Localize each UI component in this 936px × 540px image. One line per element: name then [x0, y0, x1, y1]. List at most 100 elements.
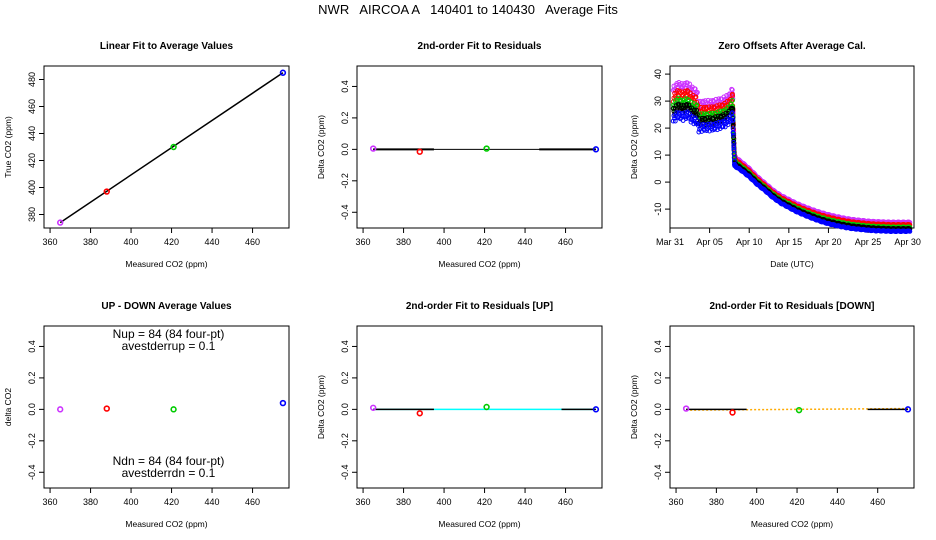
x-tick-label: 360 — [356, 497, 371, 507]
data-point — [907, 228, 913, 234]
plot-frame — [669, 325, 915, 489]
data-point — [730, 118, 736, 123]
y-tick-label: 0.2 — [340, 112, 350, 125]
panel-p3: Zero Offsets After Average Cal. Mar 31 Apr… — [629, 41, 921, 269]
data-point — [103, 405, 110, 412]
y-tick-label: -0.4 — [340, 465, 350, 481]
y-axis-label: delta CO2 — [3, 388, 13, 427]
x-tick-label: 420 — [164, 497, 179, 507]
panel-p2: 2nd-order Fit to Residuals 360 380 400 420 44… — [316, 41, 603, 269]
data-point — [716, 96, 722, 102]
x-tick-label: 460 — [870, 497, 885, 507]
plot-frame — [669, 65, 915, 229]
x-tick-label: 420 — [477, 497, 492, 507]
data-point — [369, 404, 377, 411]
annotation-nup: Nup = 84 (84 four-pt) — [113, 327, 225, 341]
data-point — [730, 133, 736, 138]
y-tick-label: 40 — [653, 69, 663, 79]
y-axis-label: Delta CO2 (ppm) — [629, 375, 639, 439]
y-tick-label: -0.2 — [653, 433, 663, 449]
y-tick-label: 0.4 — [27, 340, 37, 353]
data-point — [592, 406, 600, 413]
y-tick-label: 460 — [27, 99, 37, 114]
figure-title: NWR AIRCOA A 140401 to 140430 Average Fi… — [318, 2, 618, 17]
data-point — [700, 121, 706, 127]
data-point — [729, 86, 735, 92]
plot-frame — [43, 325, 290, 489]
x-tick-label: 440 — [205, 237, 220, 247]
x-tick-label: 440 — [830, 497, 845, 507]
x-tick-label: 460 — [558, 497, 573, 507]
y-tick-label: 0.0 — [27, 403, 37, 416]
data-point — [707, 115, 713, 121]
y-tick-label: 0.4 — [340, 80, 350, 93]
data-point — [416, 148, 423, 155]
data-point — [682, 88, 688, 94]
data-point — [730, 97, 735, 103]
data-point — [677, 110, 682, 116]
data-point — [715, 113, 721, 119]
x-axis-label: Measured CO2 (ppm) — [125, 519, 207, 529]
data-point — [683, 102, 689, 108]
data-point — [170, 143, 177, 151]
data-point — [681, 102, 687, 108]
data-point — [683, 116, 689, 121]
x-tick-label: 360 — [43, 497, 58, 507]
y-axis-label: Delta CO2 (ppm) — [316, 375, 326, 439]
data-point — [684, 102, 690, 107]
data-point — [717, 102, 722, 108]
y-tick-label: 400 — [27, 180, 37, 195]
data-point — [693, 103, 699, 109]
x-tick-label: 380 — [396, 237, 411, 247]
data-point — [592, 146, 600, 153]
x-tick-label: 420 — [790, 497, 805, 507]
x-tick-label: 460 — [245, 497, 260, 507]
x-tick-label: 460 — [558, 237, 573, 247]
data-point — [729, 110, 735, 116]
x-tick-label: Apr 30 — [894, 237, 921, 247]
y-tick-label: 30 — [653, 96, 663, 106]
data-point — [709, 104, 715, 110]
y-tick-label: -0.4 — [653, 465, 663, 481]
x-tick-label: 400 — [124, 497, 139, 507]
plot-frame — [43, 65, 290, 229]
data-point — [56, 219, 64, 226]
x-tick-label: 360 — [669, 497, 684, 507]
data-point — [731, 145, 737, 151]
data-point — [676, 102, 682, 108]
y-tick-label: 20 — [653, 123, 663, 133]
data-point — [672, 98, 678, 103]
y-tick-label: 0 — [653, 180, 663, 185]
y-tick-label: 0.4 — [653, 340, 663, 353]
y-tick-label: -0.2 — [27, 433, 37, 449]
x-tick-label: Apr 20 — [815, 237, 842, 247]
x-tick-label: 440 — [518, 237, 533, 247]
x-tick-label: 380 — [396, 497, 411, 507]
y-axis-label: Delta CO2 (ppm) — [629, 115, 639, 179]
data-point — [730, 93, 735, 98]
x-tick-label: Apr 10 — [736, 237, 763, 247]
x-tick-label: 420 — [477, 237, 492, 247]
panel-title: 2nd-order Fit to Residuals [UP] — [406, 301, 553, 312]
data-point — [416, 410, 423, 417]
x-axis-label: Date (UTC) — [770, 259, 814, 269]
data-point — [695, 89, 700, 95]
y-axis-label: Delta CO2 (ppm) — [316, 115, 326, 179]
data-point — [700, 115, 705, 121]
x-tick-label: Apr 05 — [696, 237, 723, 247]
data-point — [691, 121, 697, 127]
y-tick-label: 0.2 — [653, 372, 663, 385]
annotation-avestderrdn: avestderrdn = 0.1 — [122, 466, 216, 480]
x-tick-label: 440 — [205, 497, 220, 507]
data-point — [693, 94, 699, 100]
x-tick-label: 380 — [83, 497, 98, 507]
data-point — [679, 111, 685, 116]
series-blue — [670, 109, 913, 235]
x-tick-label: 400 — [437, 237, 452, 247]
x-tick-label: Apr 15 — [776, 237, 803, 247]
panel-p1: Linear Fit to Average Values 360 380 400 420… — [3, 41, 290, 269]
data-point — [694, 102, 700, 108]
data-point — [694, 107, 700, 113]
panel-p4: UP - DOWN Average Values 360 380 400 420 440 4… — [3, 301, 290, 529]
data-point — [691, 108, 697, 114]
